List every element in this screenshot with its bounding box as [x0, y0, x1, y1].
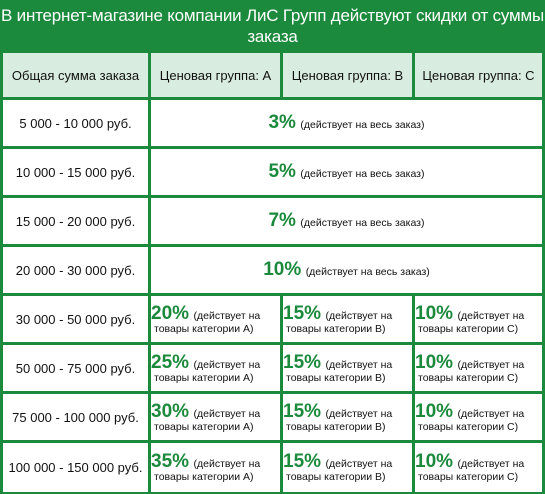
- discount-note: (действует на: [325, 407, 393, 420]
- category-note: товары категории А): [154, 322, 254, 335]
- discount-percent: 15%: [283, 400, 322, 422]
- discount-percent: 15%: [283, 451, 322, 473]
- table-row: 15 000 - 20 000 руб. 7% (действует на ве…: [3, 198, 542, 247]
- category-note: товары категории В): [286, 420, 386, 433]
- discount-note: (действует на: [457, 407, 525, 420]
- discount-note: (действует на: [457, 358, 525, 371]
- discount-percent: 10%: [263, 259, 302, 280]
- page-title: В интернет-магазине компании ЛиС Групп д…: [0, 6, 544, 46]
- discount-cell-b: 15% (действует на товары категории В): [283, 443, 415, 492]
- discount-percent: 5%: [268, 161, 296, 182]
- category-note: товары категории В): [286, 471, 386, 484]
- discount-cell: 5% (действует на весь заказ): [151, 149, 542, 198]
- range-cell: 50 000 - 75 000 руб.: [3, 345, 151, 394]
- discount-cell-a: 30% (действует на товары категории А): [151, 394, 283, 443]
- discount-percent: 15%: [283, 351, 322, 373]
- discount-cell: 7% (действует на весь заказ): [151, 198, 542, 247]
- discount-percent: 20%: [151, 302, 190, 324]
- category-note: товары категории А): [154, 471, 254, 484]
- discount-percent: 25%: [151, 351, 190, 373]
- discount-percent: 10%: [415, 451, 454, 473]
- discount-percent: 10%: [415, 302, 454, 324]
- discount-cell-a: 35% (действует на товары категории А): [151, 443, 283, 492]
- header-group-c: Ценовая группа: C: [415, 53, 542, 100]
- discount-percent: 10%: [415, 400, 454, 422]
- discount-cell-c: 10% (действует на товары категории С): [415, 394, 542, 443]
- category-note: товары категории С): [418, 371, 519, 384]
- discount-note: (действует на весь заказ): [300, 119, 425, 131]
- category-note: товары категории С): [418, 471, 519, 484]
- category-note: товары категории С): [418, 420, 519, 433]
- discount-cell-c: 10% (действует на товары категории С): [415, 345, 542, 394]
- range-cell: 30 000 - 50 000 руб.: [3, 296, 151, 345]
- discount-note: (действует на весь заказ): [300, 217, 425, 229]
- table-row: 50 000 - 75 000 руб. 25% (действует на т…: [3, 345, 542, 394]
- discount-percent: 10%: [415, 351, 454, 373]
- category-note: товары категории С): [418, 322, 519, 335]
- discount-note: (действует на: [457, 458, 525, 471]
- discount-note: (действует на: [193, 458, 261, 471]
- discount-cell-b: 15% (действует на товары категории В): [283, 394, 415, 443]
- discount-note: (действует на весь заказ): [300, 168, 425, 180]
- discount-percent: 15%: [283, 302, 322, 324]
- discount-percent: 7%: [268, 210, 296, 231]
- discount-percent: 35%: [151, 451, 190, 473]
- discount-note: (действует на: [193, 358, 261, 371]
- table-row: 100 000 - 150 000 руб. 35% (действует на…: [3, 443, 542, 492]
- discount-cell-a: 25% (действует на товары категории А): [151, 345, 283, 394]
- discount-cell-b: 15% (действует на товары категории В): [283, 345, 415, 394]
- range-cell: 20 000 - 30 000 руб.: [3, 247, 151, 296]
- discount-cell: 3% (действует на весь заказ): [151, 100, 542, 149]
- discount-note: (действует на весь заказ): [305, 266, 430, 278]
- range-cell: 15 000 - 20 000 руб.: [3, 198, 151, 247]
- header-group-b: Ценовая группа: B: [283, 53, 415, 100]
- discount-cell-b: 15% (действует на товары категории В): [283, 296, 415, 345]
- discount-table: Общая сумма заказа Ценовая группа: A Цен…: [3, 53, 542, 492]
- header-amount: Общая сумма заказа: [3, 53, 151, 100]
- header-group-a: Ценовая группа: A: [151, 53, 283, 100]
- table-row: 10 000 - 15 000 руб. 5% (действует на ве…: [3, 149, 542, 198]
- category-note: товары категории А): [154, 420, 254, 433]
- discount-note: (действует на: [325, 458, 393, 471]
- category-note: товары категории В): [286, 371, 386, 384]
- range-cell: 5 000 - 10 000 руб.: [3, 100, 151, 149]
- discount-note: (действует на: [325, 358, 393, 371]
- header-row: Общая сумма заказа Ценовая группа: A Цен…: [3, 53, 542, 100]
- discount-note: (действует на: [193, 309, 261, 322]
- discount-percent: 30%: [151, 400, 190, 422]
- range-cell: 75 000 - 100 000 руб.: [3, 394, 151, 443]
- discount-cell: 10% (действует на весь заказ): [151, 247, 542, 296]
- discount-percent: 3%: [268, 112, 296, 133]
- discount-cell-c: 10% (действует на товары категории С): [415, 296, 542, 345]
- table-row: 75 000 - 100 000 руб. 30% (действует на …: [3, 394, 542, 443]
- discount-cell-c: 10% (действует на товары категории С): [415, 443, 542, 492]
- discount-note: (действует на: [457, 309, 525, 322]
- category-note: товары категории А): [154, 371, 254, 384]
- discount-note: (действует на: [325, 309, 393, 322]
- range-cell: 10 000 - 15 000 руб.: [3, 149, 151, 198]
- category-note: товары категории В): [286, 322, 386, 335]
- table-row: 30 000 - 50 000 руб. 20% (действует на т…: [3, 296, 542, 345]
- table-row: 20 000 - 30 000 руб. 10% (действует на в…: [3, 247, 542, 296]
- discount-note: (действует на: [193, 407, 261, 420]
- table-row: 5 000 - 10 000 руб. 3% (действует на вес…: [3, 100, 542, 149]
- range-cell: 100 000 - 150 000 руб.: [3, 443, 151, 492]
- discount-cell-a: 20% (действует на товары категории А): [151, 296, 283, 345]
